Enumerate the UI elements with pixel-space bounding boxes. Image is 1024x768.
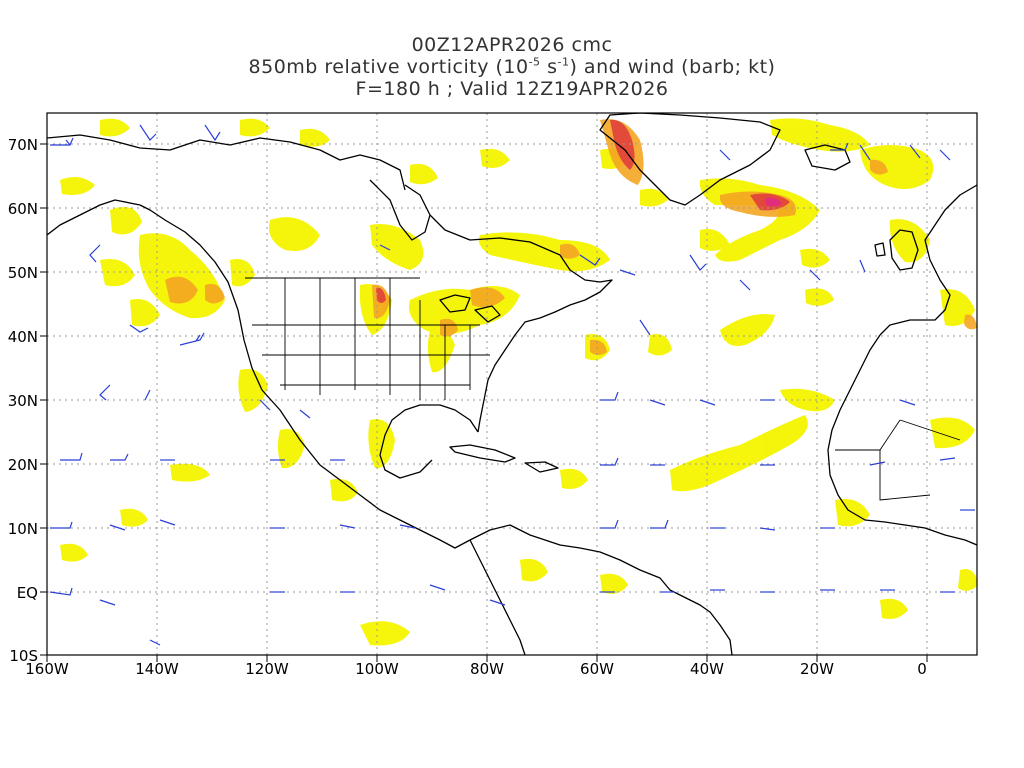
lat-label: 10N: [8, 520, 38, 538]
title-line-3: F=180 h ; Valid 12Z19APR2026: [355, 78, 669, 100]
lat-label: 60N: [8, 200, 38, 218]
map-title: 00Z12APR2026 cmc 850mb relative vorticit…: [0, 34, 1024, 100]
lon-label: 120W: [245, 660, 289, 678]
plot-frame: [46, 112, 978, 656]
graticule: [47, 113, 977, 655]
lon-label: 160W: [25, 660, 69, 678]
lat-label: 10S: [9, 647, 38, 665]
lat-label: 20N: [8, 456, 38, 474]
lon-labels: 160W 140W 120W 100W 80W 60W 40W 20W 0: [25, 660, 927, 678]
coastlines: [47, 113, 977, 655]
title-line-1: 00Z12APR2026 cmc: [411, 34, 613, 56]
lat-label: 40N: [8, 328, 38, 346]
lon-label: 60W: [580, 660, 614, 678]
lat-label: 30N: [8, 392, 38, 410]
lon-label: 100W: [355, 660, 399, 678]
wind-barbs: [49, 124, 975, 646]
lon-label: 0: [917, 660, 927, 678]
vorticity-shading: [60, 118, 977, 646]
lat-label: 70N: [8, 136, 38, 154]
lon-label: 80W: [470, 660, 504, 678]
state-borders: [245, 277, 961, 501]
lon-label: 40W: [690, 660, 724, 678]
lat-label: 50N: [8, 264, 38, 282]
ticks: [40, 143, 928, 662]
title-line-2: 850mb relative vorticity (10-5 s-1) and …: [248, 55, 776, 78]
lon-label: 140W: [135, 660, 179, 678]
lat-labels: 70N 60N 50N 40N 30N 20N 10N EQ 10S: [8, 136, 38, 665]
lon-label: 20W: [800, 660, 834, 678]
lat-label: EQ: [17, 584, 38, 602]
